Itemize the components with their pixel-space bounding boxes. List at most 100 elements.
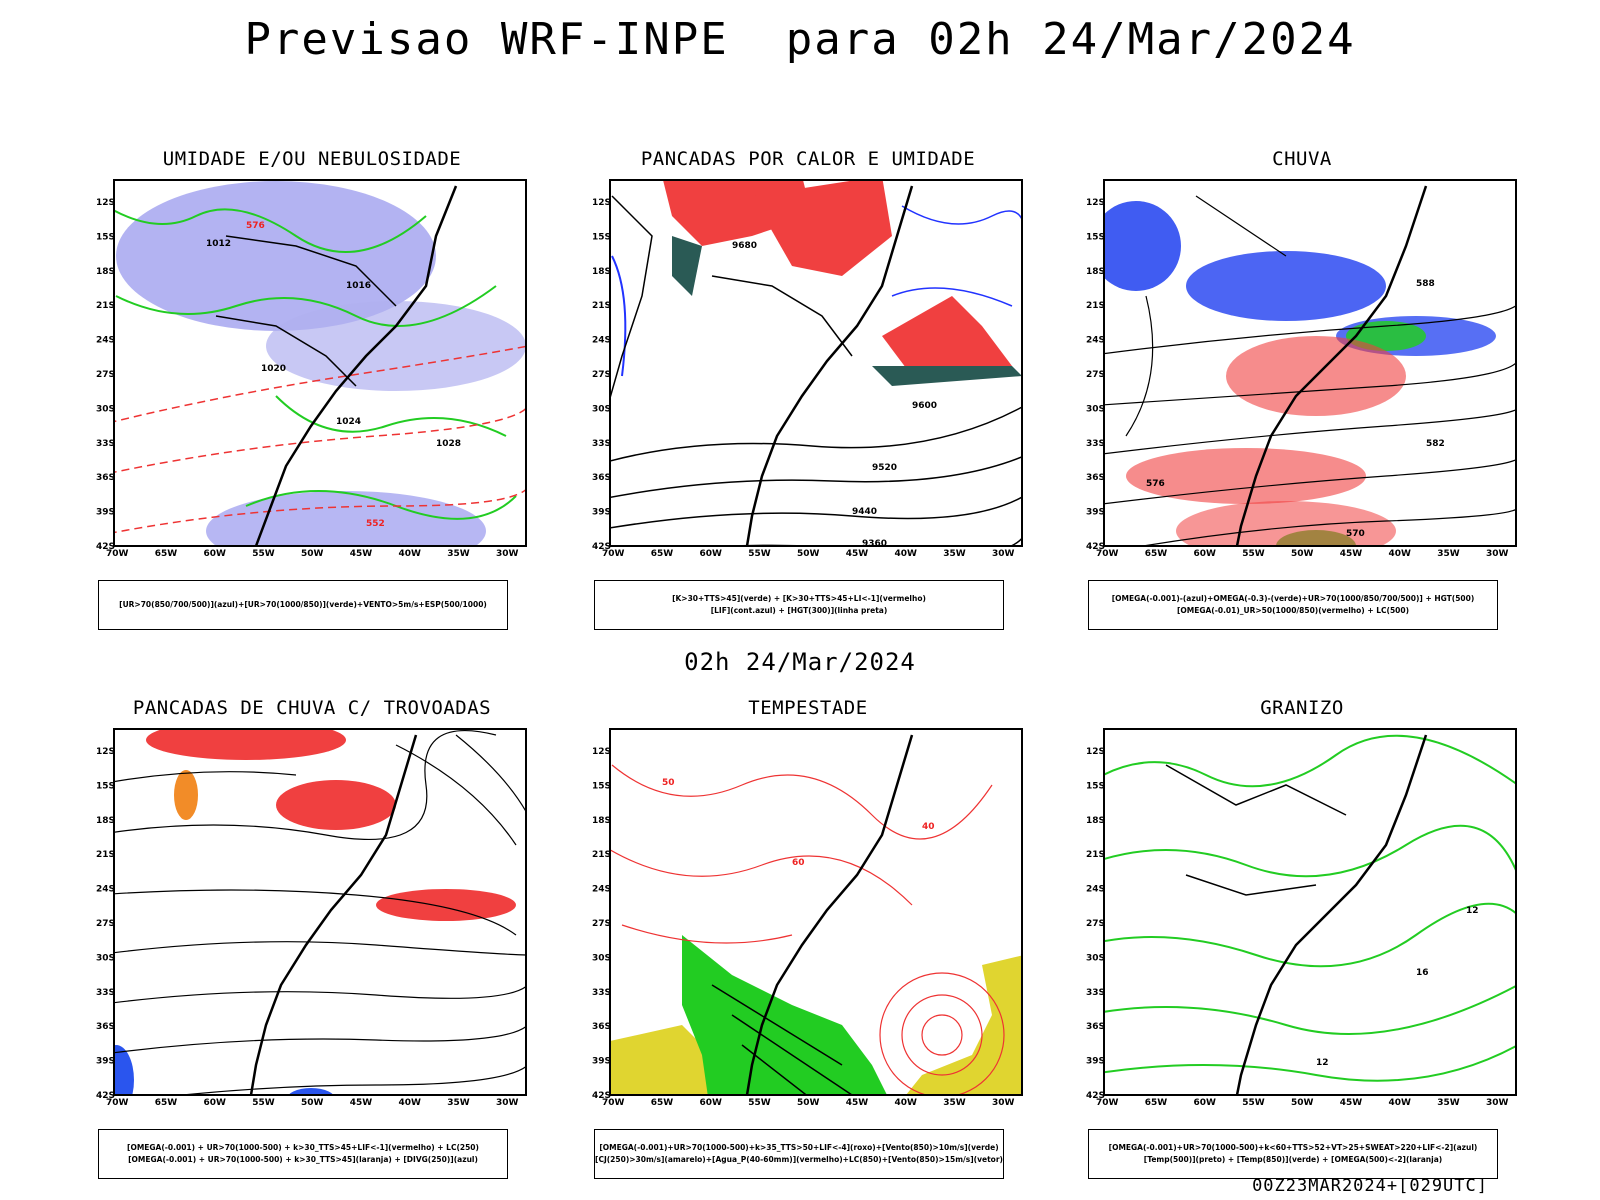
lat-tick-label: 15S bbox=[96, 781, 115, 791]
storm-area-orange bbox=[174, 770, 198, 820]
lon-tick-label: 35W bbox=[943, 1098, 966, 1108]
lon-tick-label: 60W bbox=[700, 1098, 723, 1108]
lon-tick-label: 65W bbox=[651, 1098, 674, 1108]
panel-granizo: GRANIZO 12 16 12 12S 15S 18S 21S 24S 27S 30S 33… bbox=[1086, 697, 1586, 1187]
svg-text:582: 582 bbox=[1426, 439, 1445, 449]
map-frame bbox=[609, 728, 1023, 1096]
lat-tick-label: 30S bbox=[592, 404, 611, 414]
lat-tick-label: 42S bbox=[96, 1091, 115, 1101]
lat-tick-label: 12S bbox=[592, 198, 611, 208]
legend: [OMEGA(-0.001)+UR>70(1000-500)+k<60+TTS>… bbox=[1088, 1129, 1498, 1179]
run-timestamp: 00Z23MAR2024+[029UTC] bbox=[1252, 1176, 1488, 1196]
legend-line: [OMEGA(-0.001)-(azul)+OMEGA(-0.3)-(verde… bbox=[1111, 594, 1475, 603]
lat-tick-label: 36S bbox=[1086, 473, 1105, 483]
lon-tick-label: 60W bbox=[1194, 1098, 1217, 1108]
legend-line: [OMEGA(-0.001)+UR>70(1000-500)+k<60+TTS>… bbox=[1108, 1143, 1478, 1152]
map-frame bbox=[1103, 728, 1517, 1096]
lon-tick-label: 65W bbox=[651, 549, 674, 559]
panel-title: GRANIZO bbox=[1260, 697, 1344, 719]
legend-line: [OMEGA(-0.001)+UR>70(1000-500)+k>35_TTS>… bbox=[599, 1143, 999, 1152]
lat-tick-label: 24S bbox=[96, 885, 115, 895]
lat-tick-label: 27S bbox=[592, 370, 611, 380]
lat-tick-label: 24S bbox=[96, 336, 115, 346]
lat-tick-label: 27S bbox=[96, 370, 115, 380]
lon-tick-label: 35W bbox=[1437, 1098, 1460, 1108]
lat-tick-label: 21S bbox=[592, 850, 611, 860]
lat-tick-label: 18S bbox=[1086, 267, 1105, 277]
lon-tick-label: 65W bbox=[1145, 549, 1168, 559]
panel-trovoadas: PANCADAS DE CHUVA C/ TROVOADAS 12S 15S 18S… bbox=[96, 697, 596, 1187]
instability-area-green bbox=[872, 366, 1022, 386]
lat-tick-label: 30S bbox=[96, 953, 115, 963]
humidity-area-blue bbox=[206, 491, 486, 546]
lat-tick-label: 42S bbox=[1086, 542, 1105, 552]
divergence-area-blue bbox=[114, 1045, 134, 1095]
lon-tick-label: 65W bbox=[1145, 1098, 1168, 1108]
lat-tick-label: 18S bbox=[96, 816, 115, 826]
lon-tick-label: 35W bbox=[447, 549, 470, 559]
lon-tick-label: 50W bbox=[797, 1098, 820, 1108]
svg-text:9680: 9680 bbox=[732, 241, 757, 251]
panel-title: PANCADAS POR CALOR E UMIDADE bbox=[640, 148, 976, 170]
lon-tick-label: 55W bbox=[252, 549, 275, 559]
rain-area-red bbox=[1126, 448, 1366, 504]
svg-text:552: 552 bbox=[366, 519, 385, 529]
panel-tempestade: TEMPESTADE 40 50 60 12S 15S 18S 21S 24S 27S 30… bbox=[592, 697, 1092, 1187]
panel-title: PANCADAS DE CHUVA C/ TROVOADAS bbox=[132, 697, 492, 719]
map-tempestade: 40 50 60 12S 15S 18S 21S 24S 27S 30S 33S 36S 39S 4… bbox=[592, 728, 1023, 1108]
lat-tick-label: 33S bbox=[592, 988, 611, 998]
lat-tick-label: 21S bbox=[1086, 301, 1105, 311]
lat-tick-label: 33S bbox=[96, 988, 115, 998]
svg-text:60: 60 bbox=[792, 858, 805, 868]
map-frame bbox=[1103, 179, 1517, 547]
lat-tick-label: 36S bbox=[1086, 1022, 1105, 1032]
lat-tick-label: 27S bbox=[96, 919, 115, 929]
svg-text:1020: 1020 bbox=[261, 364, 286, 374]
lat-tick-label: 33S bbox=[1086, 439, 1105, 449]
legend-line: [CJ(250)>30m/s](amarelo)+[Agua_P(40-60mm… bbox=[595, 1155, 1003, 1164]
svg-text:576: 576 bbox=[1146, 479, 1165, 489]
lon-tick-label: 55W bbox=[1242, 549, 1265, 559]
map-chuva: 588 582 576 570 12S 15S 18S 21S 24S 27S 30S 33S… bbox=[1086, 179, 1517, 559]
lat-tick-label: 12S bbox=[1086, 747, 1105, 757]
lat-tick-label: 33S bbox=[592, 439, 611, 449]
rain-area-blue bbox=[1104, 201, 1181, 291]
panel-chuva: CHUVA 588 582 576 570 12S 15S 18S 21S 24S 27S… bbox=[1086, 148, 1586, 638]
panel-umidade: UMIDADE E/OU NEBULOSIDADE 1012 1016 1020… bbox=[96, 148, 596, 638]
lat-tick-label: 42S bbox=[592, 1091, 611, 1101]
legend-line: [UR>70(850/700/500)](azul)+[UR>70(1000/8… bbox=[119, 600, 487, 609]
lat-tick-label: 21S bbox=[592, 301, 611, 311]
rain-area-red bbox=[1176, 501, 1396, 546]
lon-tick-label: 70W bbox=[106, 549, 129, 559]
lat-tick-label: 36S bbox=[96, 1022, 115, 1032]
lat-tick-label: 12S bbox=[592, 747, 611, 757]
lon-tick-label: 60W bbox=[1194, 549, 1217, 559]
lat-tick-label: 42S bbox=[592, 542, 611, 552]
storm-area-red bbox=[146, 729, 346, 760]
map-frame bbox=[609, 179, 1023, 547]
lon-tick-label: 45W bbox=[350, 1098, 373, 1108]
jet-area-yellow bbox=[610, 1025, 722, 1095]
lat-tick-label: 21S bbox=[96, 301, 115, 311]
lat-tick-label: 42S bbox=[96, 542, 115, 552]
svg-text:12: 12 bbox=[1466, 906, 1479, 916]
panel-pancadas-calor: PANCADAS POR CALOR E UMIDADE 9680 9600 9… bbox=[592, 148, 1092, 638]
svg-text:576: 576 bbox=[246, 221, 265, 231]
storm-area-red bbox=[376, 889, 516, 921]
lat-tick-label: 42S bbox=[1086, 1091, 1105, 1101]
lon-tick-label: 60W bbox=[204, 1098, 227, 1108]
lon-tick-label: 30W bbox=[1486, 549, 1509, 559]
lon-tick-label: 70W bbox=[1096, 549, 1119, 559]
lon-tick-label: 30W bbox=[496, 1098, 519, 1108]
svg-text:1012: 1012 bbox=[206, 239, 231, 249]
lat-tick-label: 33S bbox=[1086, 988, 1105, 998]
lat-tick-label: 18S bbox=[592, 816, 611, 826]
lat-tick-label: 39S bbox=[96, 1057, 115, 1067]
map-frame bbox=[113, 179, 527, 547]
lon-tick-label: 40W bbox=[1389, 1098, 1412, 1108]
legend-line: [OMEGA(-0.001) + UR>70(1000-500) + k>30_… bbox=[128, 1155, 478, 1164]
lat-tick-label: 24S bbox=[1086, 885, 1105, 895]
lon-tick-label: 60W bbox=[700, 549, 723, 559]
lon-tick-label: 50W bbox=[1291, 1098, 1314, 1108]
